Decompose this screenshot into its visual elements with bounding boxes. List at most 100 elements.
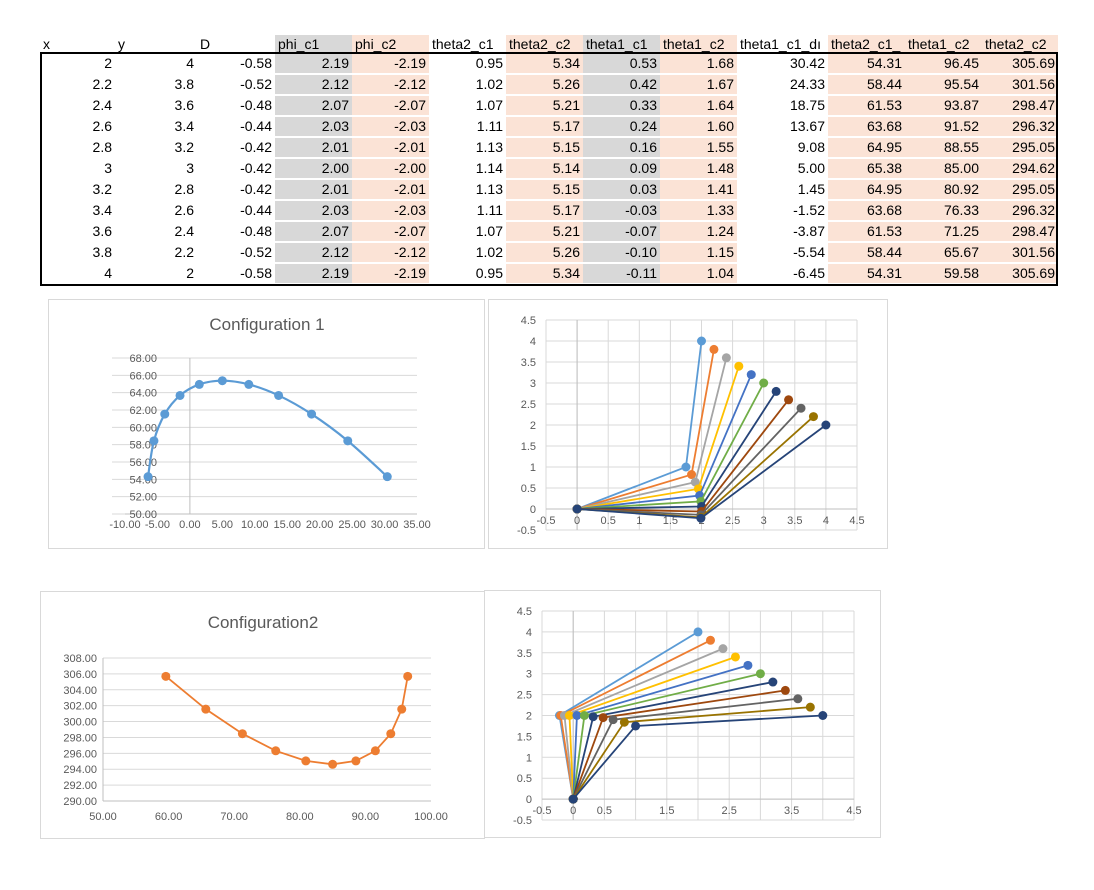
cell-d[interactable]: -0.52 (240, 244, 272, 260)
cell-theta1-c2-deg[interactable]: 96.45 (905, 54, 982, 73)
cell-x[interactable]: 2.4 (92, 97, 112, 113)
cell-theta2-c2[interactable]: 5.21 (506, 96, 583, 115)
cell-theta1-c2[interactable]: 1.64 (660, 96, 737, 115)
cell-theta2-c1[interactable]: 0.95 (475, 55, 503, 71)
cell-theta2-c1[interactable]: 1.02 (475, 244, 503, 260)
cell-theta2-c1-deg[interactable]: 64.95 (828, 138, 905, 157)
cell-phi-c2[interactable]: -2.00 (352, 159, 429, 178)
cell-theta2-c2[interactable]: 5.17 (506, 117, 583, 136)
cell-phi-c2[interactable]: -2.19 (352, 264, 429, 283)
cell-theta2-c1-deg[interactable]: 58.44 (828, 243, 905, 262)
header-theta2-c2-deg[interactable]: theta2_c2 (982, 35, 1058, 54)
cell-theta1-c1[interactable]: 0.16 (583, 138, 660, 157)
cell-theta1-c1[interactable]: 0.42 (583, 75, 660, 94)
header-phi-c2[interactable]: phi_c2 (352, 35, 429, 54)
header-theta2-c1[interactable]: theta2_c1 (432, 36, 494, 52)
cell-theta1-c1-deg[interactable]: 1.45 (797, 181, 825, 197)
cell-phi-c1[interactable]: 2.01 (275, 138, 352, 157)
cell-theta2-c1[interactable]: 1.02 (475, 76, 503, 92)
chart-configuration-2[interactable]: Configuration2 290.00 292.00 294.00 296.00 29… (40, 591, 485, 839)
cell-x[interactable]: 4 (104, 265, 112, 281)
cell-theta1-c1-deg[interactable]: -5.54 (793, 244, 825, 260)
cell-theta1-c1[interactable]: -0.11 (583, 264, 660, 283)
cell-theta2-c2-deg[interactable]: 305.69 (982, 264, 1058, 283)
cell-y[interactable]: 2.2 (174, 244, 194, 260)
cell-d[interactable]: -0.48 (240, 223, 272, 239)
cell-theta1-c1-deg[interactable]: 24.33 (789, 76, 825, 92)
header-theta2-c1-deg[interactable]: theta2_c1_ (828, 35, 905, 54)
cell-theta1-c1-deg[interactable]: 5.00 (797, 160, 825, 176)
cell-theta2-c1-deg[interactable]: 61.53 (828, 96, 905, 115)
cell-theta1-c1[interactable]: 0.24 (583, 117, 660, 136)
cell-theta2-c1-deg[interactable]: 54.31 (828, 54, 905, 73)
cell-phi-c1[interactable]: 2.12 (275, 75, 352, 94)
header-y[interactable]: y (118, 36, 125, 52)
cell-y[interactable]: 2.4 (174, 223, 194, 239)
cell-phi-c1[interactable]: 2.07 (275, 96, 352, 115)
cell-d[interactable]: -0.42 (240, 181, 272, 197)
cell-theta2-c2[interactable]: 5.26 (506, 75, 583, 94)
chart-arm-config-1[interactable]: -0.500.511.522.533.544.5-0.500.511.522.5… (488, 299, 888, 549)
cell-theta1-c2[interactable]: 1.24 (660, 222, 737, 241)
cell-theta1-c1[interactable]: 0.33 (583, 96, 660, 115)
chart-configuration-1[interactable]: Configuration 1 50.00 52.00 54.00 56.00 58.00… (48, 299, 485, 549)
cell-theta1-c2-deg[interactable]: 65.67 (905, 243, 982, 262)
cell-phi-c2[interactable]: -2.12 (352, 243, 429, 262)
cell-theta1-c1[interactable]: 0.53 (583, 54, 660, 73)
cell-d[interactable]: -0.42 (240, 139, 272, 155)
cell-theta2-c1-deg[interactable]: 64.95 (828, 180, 905, 199)
cell-theta1-c1-deg[interactable]: 30.42 (789, 55, 825, 71)
cell-theta2-c2-deg[interactable]: 295.05 (982, 180, 1058, 199)
cell-theta1-c2[interactable]: 1.48 (660, 159, 737, 178)
cell-theta1-c1-deg[interactable]: 18.75 (789, 97, 825, 113)
cell-theta2-c1[interactable]: 1.11 (476, 202, 503, 218)
cell-theta2-c2-deg[interactable]: 298.47 (982, 96, 1058, 115)
cell-theta2-c2[interactable]: 5.34 (506, 264, 583, 283)
cell-theta1-c2-deg[interactable]: 59.58 (905, 264, 982, 283)
cell-theta2-c1-deg[interactable]: 61.53 (828, 222, 905, 241)
cell-theta2-c2-deg[interactable]: 298.47 (982, 222, 1058, 241)
cell-theta2-c1[interactable]: 1.14 (475, 160, 503, 176)
cell-theta1-c1[interactable]: -0.03 (583, 201, 660, 220)
cell-phi-c2[interactable]: -2.12 (352, 75, 429, 94)
cell-d[interactable]: -0.52 (240, 76, 272, 92)
cell-d[interactable]: -0.44 (240, 118, 272, 134)
cell-x[interactable]: 3.6 (92, 223, 112, 239)
cell-y[interactable]: 4 (186, 55, 194, 71)
cell-y[interactable]: 3 (186, 160, 194, 176)
cell-theta2-c2-deg[interactable]: 296.32 (982, 117, 1058, 136)
cell-theta1-c1-deg[interactable]: 13.67 (789, 118, 825, 134)
cell-theta2-c2-deg[interactable]: 296.32 (982, 201, 1058, 220)
cell-x[interactable]: 2 (104, 55, 112, 71)
cell-theta2-c2-deg[interactable]: 301.56 (982, 243, 1058, 262)
cell-theta1-c1[interactable]: 0.03 (583, 180, 660, 199)
cell-x[interactable]: 2.8 (92, 139, 112, 155)
cell-phi-c2[interactable]: -2.07 (352, 222, 429, 241)
cell-theta1-c1-deg[interactable]: -6.45 (793, 265, 825, 281)
cell-theta2-c1[interactable]: 1.13 (475, 139, 503, 155)
chart-arm-config-2[interactable]: -0.5 0 0.5 1 1.5 2 2.5 3 3.5 4 4.5 -0.5 0 0.5 1.5 2.5 3.… (484, 590, 881, 838)
cell-phi-c1[interactable]: 2.03 (275, 201, 352, 220)
header-theta2-c2[interactable]: theta2_c2 (506, 35, 583, 54)
cell-y[interactable]: 2 (186, 265, 194, 281)
cell-theta2-c2[interactable]: 5.17 (506, 201, 583, 220)
cell-theta1-c1[interactable]: -0.10 (583, 243, 660, 262)
cell-theta2-c2[interactable]: 5.26 (506, 243, 583, 262)
cell-x[interactable]: 2.2 (92, 76, 112, 92)
cell-y[interactable]: 2.6 (174, 202, 194, 218)
cell-theta1-c2[interactable]: 1.55 (660, 138, 737, 157)
cell-theta2-c1-deg[interactable]: 63.68 (828, 201, 905, 220)
header-theta1-c2-deg[interactable]: theta1_c2 (905, 35, 982, 54)
cell-theta2-c2-deg[interactable]: 294.62 (982, 159, 1058, 178)
cell-theta1-c2[interactable]: 1.67 (660, 75, 737, 94)
cell-phi-c2[interactable]: -2.03 (352, 201, 429, 220)
cell-phi-c2[interactable]: -2.01 (352, 180, 429, 199)
cell-y[interactable]: 2.8 (174, 181, 194, 197)
cell-theta2-c1[interactable]: 1.11 (476, 118, 503, 134)
cell-theta1-c2[interactable]: 1.60 (660, 117, 737, 136)
cell-phi-c2[interactable]: -2.03 (352, 117, 429, 136)
cell-x[interactable]: 3.2 (92, 181, 112, 197)
header-theta1-c1[interactable]: theta1_c1 (583, 35, 660, 54)
cell-theta1-c1-deg[interactable]: -1.52 (793, 202, 825, 218)
cell-theta2-c2[interactable]: 5.15 (506, 180, 583, 199)
